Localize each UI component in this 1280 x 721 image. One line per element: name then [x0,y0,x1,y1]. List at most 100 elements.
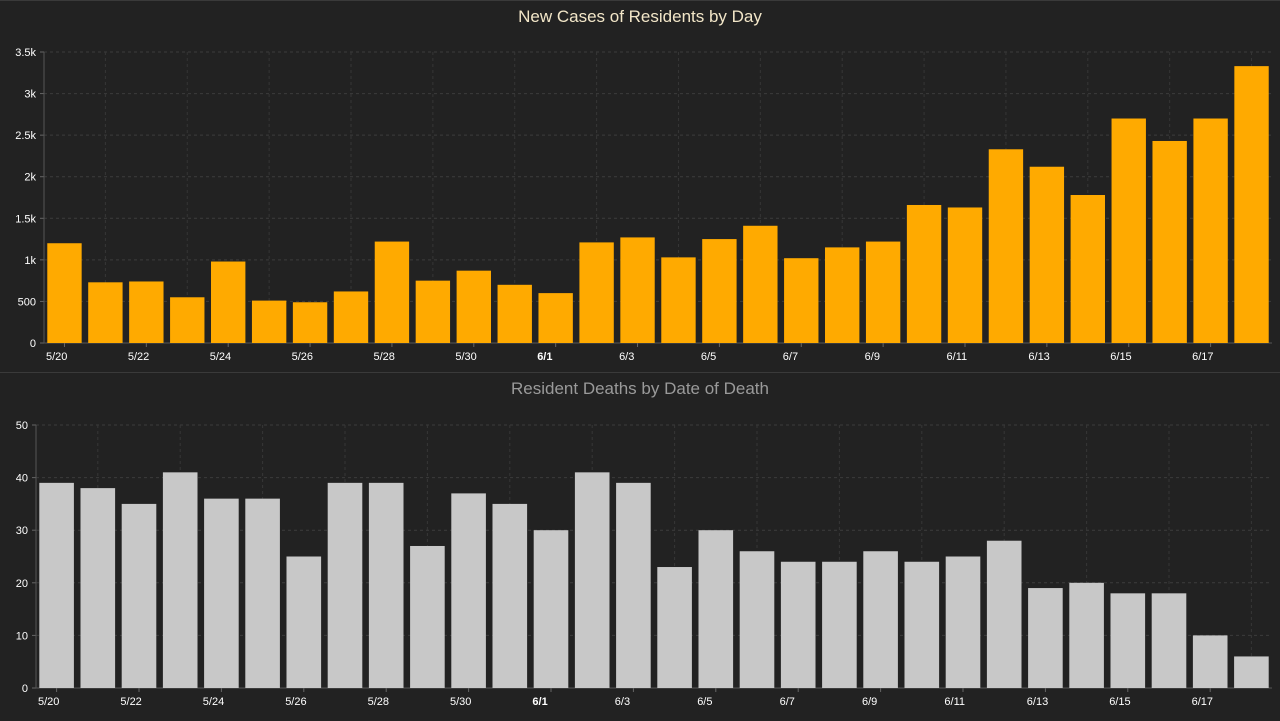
cases-bar [292,302,328,343]
cases-bar [170,297,205,343]
deaths-y-tick-label: 10 [16,630,28,642]
deaths-bar [945,556,981,688]
deaths-bar [533,530,569,688]
deaths-bar [121,503,157,688]
cases-x-tick-label: 5/28 [373,351,394,363]
cases-bar [374,241,410,343]
cases-bar [497,284,532,343]
deaths-x-tick-label: 6/17 [1192,696,1213,708]
deaths-bar [739,551,775,688]
cases-bar [538,293,573,343]
cases-bar [865,241,901,343]
cases-x-tick-label: 6/15 [1110,351,1131,363]
deaths-bar [986,540,1022,688]
deaths-bar-chart: 0 10 20 30 40 50 5/20 5/22 5/24 5/26 5/28 5/30 6/1 6/… [16,420,1272,708]
cases-bar-chart: 0 500 1k 1.5k 2k 2.5k 3k 3.5k 5/20 5/22 5/24 5/26 5/… [15,47,1272,363]
deaths-bar [657,567,692,688]
cases-bar [1070,195,1105,343]
cases-y-tick-label: 2.5k [15,130,36,142]
cases-bar [251,300,287,343]
deaths-bar [1069,582,1104,688]
deaths-bar [451,493,486,688]
deaths-bar [286,556,322,688]
deaths-x-tick-label: 5/24 [203,696,224,708]
cases-x-tick-label: 6/17 [1192,351,1213,363]
cases-bar [1111,118,1146,343]
deaths-chart-panel: Resident Deaths by Date of Death 0 10 20 30… [0,372,1280,721]
deaths-x-tick-label: 6/5 [697,696,712,708]
deaths-bar [1234,656,1269,688]
cases-bar [129,281,164,343]
deaths-bar [492,503,528,688]
deaths-bar [368,482,404,688]
deaths-chart-title: Resident Deaths by Date of Death [511,379,769,398]
cases-bar [620,237,655,343]
deaths-bar [863,551,898,688]
cases-y-tick-label: 1.5k [15,213,36,225]
cases-bar [415,280,451,343]
deaths-y-tick-label: 20 [16,578,28,590]
deaths-x-tick-label: 6/7 [780,696,795,708]
cases-y-tick-label: 500 [18,296,36,308]
cases-bar [784,258,819,343]
cases-bar [988,149,1024,343]
cases-x-tick-label: 5/22 [128,351,149,363]
deaths-y-tick-label: 30 [16,525,28,537]
deaths-bar [780,561,816,688]
cases-y-tick-label: 0 [30,338,36,350]
cases-chart-panel: New Cases of Residents by Day 0 500 1k 1.5k… [0,0,1280,363]
cases-x-tick-label: 6/7 [783,351,798,363]
deaths-bar [1151,593,1187,688]
cases-x-tick-label: 5/26 [292,351,313,363]
cases-bar [1234,66,1269,344]
cases-x-tick-label: 5/20 [46,351,67,363]
deaths-x-tick-label: 6/1 [532,696,547,708]
deaths-bar [327,482,363,688]
cases-bar [333,291,369,343]
cases-bar [1193,118,1228,343]
cases-bar [825,247,860,343]
cases-bar [906,204,942,343]
cases-x-tick-label: 5/30 [455,351,476,363]
cases-x-tick-label: 6/11 [947,351,968,363]
deaths-bar [822,561,857,688]
cases-x-tick-label: 6/9 [865,351,880,363]
deaths-bar [39,482,74,688]
deaths-bar [1028,588,1063,688]
cases-y-tick-label: 1k [24,255,36,267]
deaths-x-tick-label: 6/11 [944,696,965,708]
cases-x-tick-label: 6/3 [619,351,634,363]
deaths-bar [1192,635,1228,688]
cases-y-tick-label: 2k [24,172,36,184]
deaths-bar [1110,593,1146,688]
deaths-x-tick-label: 6/13 [1027,696,1048,708]
deaths-x-tick-label: 6/9 [862,696,877,708]
deaths-x-tick-label: 5/30 [450,696,471,708]
deaths-bar [574,472,610,688]
deaths-y-tick-label: 40 [16,473,28,485]
deaths-y-tick-label: 50 [16,420,28,432]
deaths-bar [162,472,198,688]
deaths-y-tick-label: 0 [22,683,28,695]
deaths-x-tick-label: 6/3 [615,696,630,708]
cases-x-tick-label: 6/1 [537,351,552,363]
cases-bar [47,243,82,343]
deaths-bar [410,545,445,688]
deaths-x-tick-label: 5/28 [368,696,389,708]
deaths-bar [204,498,239,688]
cases-bar [702,239,737,343]
deaths-bar [698,530,734,688]
cases-chart-title: New Cases of Residents by Day [518,7,762,26]
cases-bar [947,207,983,343]
cases-y-tick-label: 3.5k [15,47,36,59]
cases-bar [88,282,123,343]
cases-bar [743,225,778,343]
cases-bar [1152,140,1187,343]
cases-y-tick-label: 3k [24,89,36,101]
deaths-x-tick-label: 5/22 [120,696,141,708]
deaths-x-tick-label: 5/20 [38,696,59,708]
cases-bar [456,270,491,343]
deaths-x-tick-label: 6/15 [1109,696,1130,708]
deaths-x-tick-label: 5/26 [285,696,306,708]
cases-x-tick-label: 5/24 [210,351,231,363]
